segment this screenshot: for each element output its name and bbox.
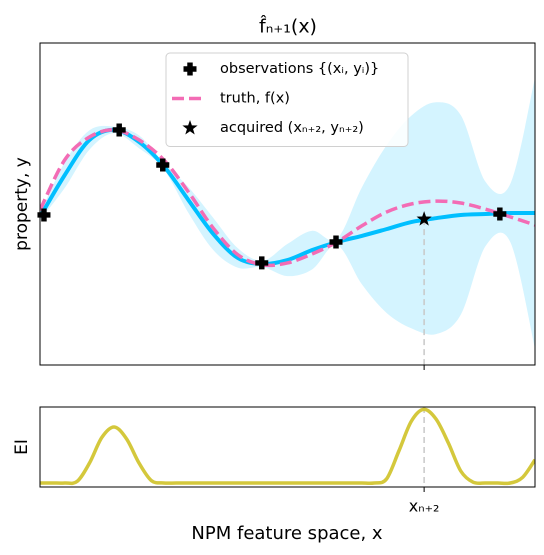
star-marker	[416, 211, 432, 226]
star-marker	[182, 120, 198, 135]
legend-box	[165, 52, 409, 147]
plus-marker	[493, 207, 507, 221]
y-axis-label: EI	[12, 439, 32, 455]
legend-label: truth, f(x)	[220, 91, 290, 107]
plus-marker	[255, 256, 269, 270]
plus-marker	[329, 235, 343, 249]
axes-frame	[39, 42, 536, 366]
axes-frame	[39, 406, 536, 488]
plus-marker	[112, 123, 126, 137]
x-tick-label: xₙ₊₂	[409, 497, 440, 516]
ei-line	[40, 407, 535, 486]
x-axis-label: NPM feature space, x	[191, 523, 383, 544]
plus-marker	[183, 62, 197, 76]
legend-label: acquired (xₙ₊₂, yₙ₊₂)	[220, 120, 364, 136]
plot-area	[40, 407, 535, 487]
chart-title: f̂ₙ₊₁(x)	[259, 15, 317, 37]
y-axis-label: property, y	[12, 157, 32, 251]
plus-marker	[156, 158, 170, 172]
legend-label: observations {(xᵢ, yᵢ)}	[220, 61, 379, 77]
confidence-band	[40, 77, 535, 349]
plus-marker	[37, 208, 51, 222]
